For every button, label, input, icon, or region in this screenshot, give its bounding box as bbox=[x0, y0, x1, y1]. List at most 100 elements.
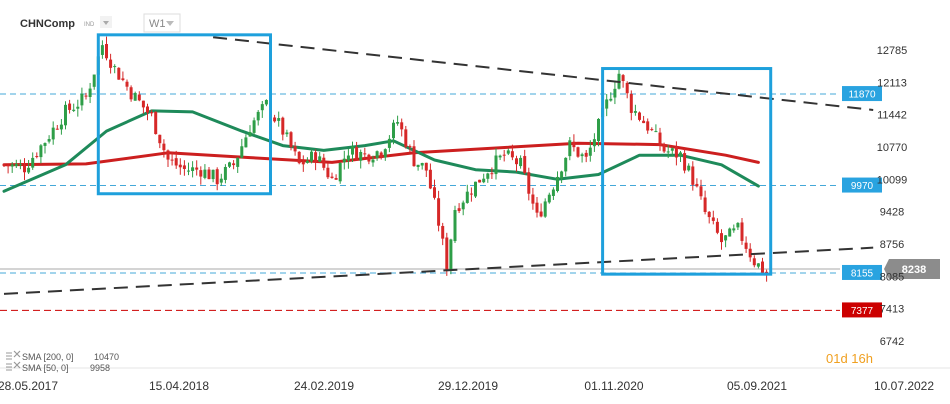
candle bbox=[736, 222, 740, 230]
candle bbox=[318, 151, 322, 163]
current-price-label: 8238 bbox=[902, 264, 926, 276]
candle bbox=[621, 74, 625, 88]
candle bbox=[72, 103, 76, 113]
candle bbox=[109, 53, 113, 74]
candle bbox=[580, 152, 584, 163]
candle-body bbox=[264, 99, 268, 105]
candle bbox=[322, 153, 326, 171]
candle bbox=[629, 90, 633, 121]
candle-body bbox=[490, 173, 494, 175]
close-icon[interactable] bbox=[13, 361, 21, 369]
candle bbox=[756, 263, 760, 269]
candle bbox=[281, 116, 285, 141]
drag-handle-icon[interactable] bbox=[6, 363, 12, 371]
candle bbox=[232, 160, 236, 170]
symbol-title: CHNComp bbox=[20, 18, 75, 30]
candle-body bbox=[146, 106, 149, 113]
candle bbox=[334, 174, 338, 180]
candle bbox=[174, 150, 178, 169]
candle bbox=[125, 79, 129, 91]
candle bbox=[539, 203, 543, 218]
candle-body bbox=[244, 137, 248, 148]
candle bbox=[498, 154, 502, 161]
candle-body bbox=[556, 176, 559, 192]
candle-body bbox=[539, 211, 543, 217]
candle-body bbox=[215, 169, 219, 185]
legend-sma50[interactable]: SMA [50, 0] 9958 bbox=[6, 361, 110, 373]
candle bbox=[248, 125, 252, 137]
sma-lines bbox=[2, 109, 760, 193]
close-icon[interactable] bbox=[13, 350, 21, 358]
candle-body bbox=[187, 170, 190, 172]
interval-select[interactable]: W1 bbox=[143, 13, 181, 33]
candle bbox=[453, 205, 457, 244]
candle bbox=[625, 81, 629, 99]
candle-body bbox=[59, 124, 63, 130]
candle bbox=[43, 142, 47, 154]
candle bbox=[351, 141, 354, 163]
candle-body bbox=[551, 189, 555, 196]
candle bbox=[92, 74, 96, 90]
candle-body bbox=[699, 186, 703, 197]
candle-body bbox=[494, 155, 498, 175]
candle-body bbox=[592, 139, 596, 147]
candle bbox=[158, 134, 162, 149]
candle bbox=[338, 162, 342, 184]
candle bbox=[584, 149, 588, 163]
candle bbox=[14, 159, 18, 168]
highlight-zones bbox=[96, 33, 773, 276]
drag-handle-icon[interactable] bbox=[6, 352, 12, 360]
legend-label: SMA [50, 0] bbox=[22, 363, 69, 373]
candle bbox=[150, 109, 154, 117]
y-tick-label: 7413 bbox=[880, 304, 904, 316]
candle-body bbox=[334, 178, 338, 180]
candle-body bbox=[129, 87, 133, 100]
candle bbox=[18, 159, 22, 170]
candle-body bbox=[715, 221, 719, 233]
candle bbox=[531, 187, 535, 210]
candle-body bbox=[687, 165, 691, 171]
candle-body bbox=[314, 152, 318, 163]
candle-body bbox=[740, 222, 744, 241]
candle bbox=[703, 190, 707, 215]
candle-body bbox=[346, 155, 350, 161]
candle bbox=[728, 227, 732, 237]
candle bbox=[47, 135, 51, 144]
date-tick-label: 24.02.2019 bbox=[294, 379, 354, 393]
legend-sma200[interactable]: SMA [200, 0] 10470 bbox=[6, 350, 119, 362]
candle-body bbox=[420, 162, 424, 166]
candle-body bbox=[281, 117, 285, 135]
candle bbox=[207, 166, 211, 180]
candle-body bbox=[515, 158, 518, 165]
candle-body bbox=[638, 112, 641, 120]
candle bbox=[687, 163, 691, 172]
candle-body bbox=[10, 164, 14, 167]
symbol-tag: IND bbox=[84, 22, 95, 28]
candle bbox=[23, 158, 26, 181]
candle bbox=[715, 218, 719, 235]
candle bbox=[638, 111, 641, 122]
candle bbox=[264, 99, 268, 107]
candle-body bbox=[207, 169, 211, 180]
candle bbox=[178, 158, 182, 175]
candle bbox=[506, 148, 510, 156]
candle-body bbox=[523, 156, 527, 174]
candle-body bbox=[240, 146, 244, 158]
candle bbox=[191, 161, 195, 178]
candle bbox=[346, 148, 350, 169]
candle-body bbox=[125, 81, 129, 87]
candle bbox=[650, 127, 654, 132]
candle bbox=[256, 110, 260, 126]
candle bbox=[31, 152, 35, 170]
candle bbox=[609, 92, 613, 102]
candle-body bbox=[752, 258, 756, 266]
symbol-menu-icon[interactable] bbox=[100, 16, 112, 28]
candle-body bbox=[543, 201, 547, 217]
candle-body bbox=[211, 169, 215, 180]
candle-body bbox=[662, 144, 666, 152]
candle-body bbox=[387, 138, 391, 148]
candle-body bbox=[355, 146, 359, 161]
candle bbox=[445, 232, 449, 276]
candle-body bbox=[318, 156, 322, 162]
